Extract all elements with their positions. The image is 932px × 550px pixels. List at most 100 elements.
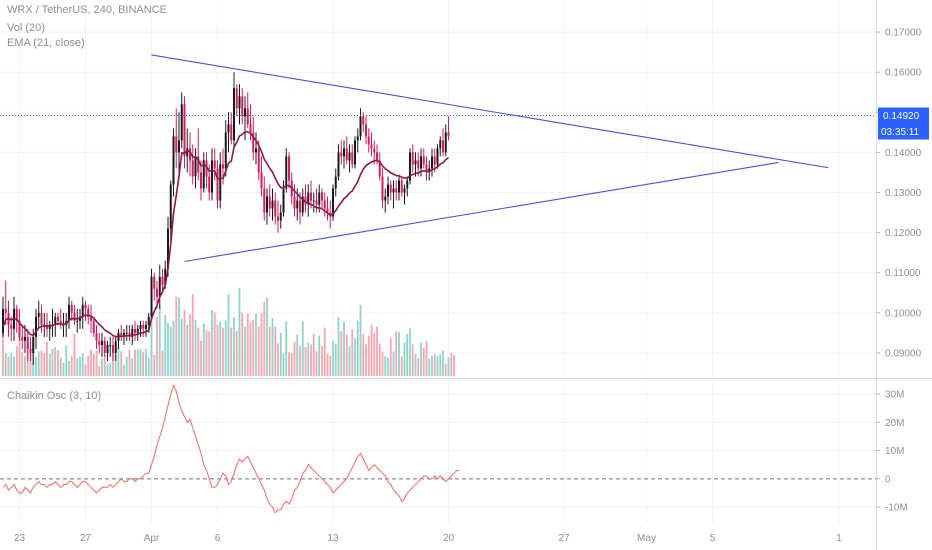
volume-bar (307, 342, 310, 376)
candle-body (321, 192, 323, 201)
candle-body (420, 156, 422, 169)
candle-body (433, 156, 436, 165)
candle-body (417, 160, 420, 169)
volume-bar (37, 351, 40, 376)
volume-bar (57, 350, 59, 376)
time-tick-label: 27 (80, 533, 92, 544)
volume-bar (340, 331, 343, 376)
candle-body (178, 140, 180, 153)
volume-bar (442, 350, 444, 376)
volume-bar (35, 356, 37, 376)
candle-body (98, 340, 101, 345)
volume-bar (2, 329, 4, 376)
candle-body (359, 116, 362, 137)
oscillator-tick-label: 10M (885, 446, 904, 457)
candle-body (134, 328, 136, 333)
volume-bar (142, 352, 145, 376)
oscillator-axis[interactable]: 30M 20M 10M 0 -10M (876, 390, 908, 514)
volume-bar (98, 366, 101, 376)
oscillator-tick-label: -10M (885, 503, 908, 514)
ema-line (2, 131, 449, 338)
volume-bar (332, 340, 334, 376)
candle-body (301, 196, 304, 213)
trendline-ascending[interactable] (184, 161, 779, 263)
trendlines[interactable] (151, 54, 829, 263)
trendline-descending[interactable] (151, 54, 829, 169)
candle-body (153, 276, 156, 289)
candle-body (123, 332, 125, 337)
volume-bar (233, 317, 235, 376)
volume-bar (359, 304, 362, 376)
candle-body (274, 200, 277, 217)
candle-body (378, 160, 381, 177)
volume-bar (180, 318, 183, 376)
volume-bar (92, 354, 95, 376)
candle-body (431, 156, 433, 169)
candle-body (277, 216, 279, 221)
candle-body (76, 320, 79, 322)
volume-bar (219, 321, 222, 376)
candle-body (37, 312, 40, 317)
candle-body (414, 160, 417, 165)
candle-body (318, 192, 321, 205)
candle-body (32, 336, 35, 353)
volume-bar (189, 314, 191, 376)
oscillator-indicator-label[interactable]: Chaikin Osc (3, 10) (7, 390, 102, 402)
volume-bar (392, 351, 395, 376)
candle-body (395, 188, 398, 193)
volume-bar (7, 356, 10, 376)
candle-body (219, 164, 222, 201)
volume-indicator-label[interactable]: Vol (20) (7, 22, 45, 34)
candle-body (29, 348, 32, 353)
candle-body (24, 336, 26, 341)
candle-body (282, 188, 285, 213)
volume-bar (422, 347, 425, 376)
candle-body (125, 332, 128, 334)
symbol-info[interactable]: WRX / TetherUS, 240, BINANCE (7, 4, 167, 16)
candle-body (2, 308, 4, 333)
candle-body (191, 160, 194, 177)
candle-body (200, 172, 202, 189)
volume-bar (211, 310, 213, 376)
volume-bar (293, 341, 296, 376)
candle-body (95, 332, 98, 341)
volume-bar (114, 354, 117, 376)
candle-body (189, 148, 191, 161)
price-tick-label: 0.17000 (885, 28, 922, 39)
candle-body (213, 160, 216, 169)
candle-body (398, 180, 400, 193)
ema-indicator-label[interactable]: EMA (21, close) (7, 37, 85, 49)
countdown-label: 03:35:11 (881, 127, 920, 138)
candle-body (114, 340, 117, 353)
candle-body (244, 108, 246, 117)
time-axis[interactable]: 23 27 Apr 6 13 20 27 May 5 1 (14, 533, 842, 544)
volume-bar (282, 354, 285, 376)
candle-body (381, 176, 384, 201)
candle-body (268, 196, 271, 209)
price-tick-label: 0.11000 (885, 268, 921, 279)
candle-body (109, 344, 112, 346)
candle-body (252, 132, 255, 153)
candle-body (40, 312, 43, 325)
volume-bar (246, 313, 249, 376)
countdown-badge (878, 123, 929, 140)
candle-body (21, 336, 24, 341)
volume-bar (175, 296, 178, 376)
candle-body (255, 148, 257, 153)
volume-bar (76, 358, 79, 376)
volume-bar (200, 340, 202, 376)
price-badges: 0.14920 03:35:11 (878, 107, 929, 140)
volume-bar (244, 326, 246, 376)
candle-body (296, 200, 299, 209)
candle-body (238, 96, 241, 109)
volume-bar (197, 327, 200, 376)
volume-bar (194, 319, 197, 376)
volume-bar (134, 349, 136, 376)
volume-bar (90, 349, 92, 376)
volume-bar (433, 354, 436, 376)
volume-bar (321, 346, 323, 376)
volume-bar (420, 342, 422, 376)
candle-body (156, 288, 158, 297)
candle-body (285, 156, 288, 189)
